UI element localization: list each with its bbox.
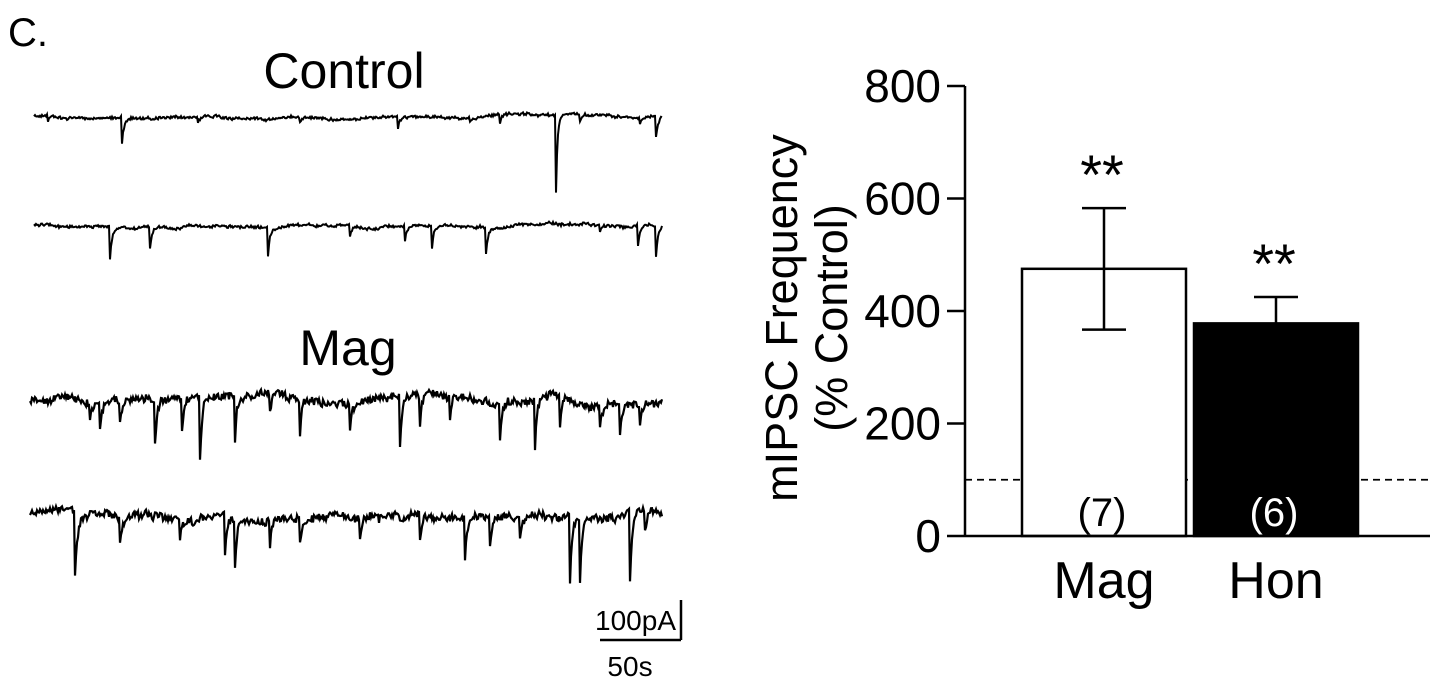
y-axis-title-line1: mIPSC Frequency bbox=[756, 134, 807, 502]
category-label-mag: Mag bbox=[1053, 552, 1154, 610]
scale-bar-amplitude-label: 100pA bbox=[595, 605, 676, 636]
significance-hon: ** bbox=[1252, 232, 1296, 295]
y-tick-label-400: 400 bbox=[864, 285, 941, 337]
n-label-mag: (7) bbox=[1078, 491, 1127, 535]
scale-bar: 100pA 50s bbox=[595, 600, 683, 682]
panel-label: C. bbox=[8, 11, 48, 55]
y-axis-title: mIPSC Frequency (% Control) bbox=[756, 134, 857, 502]
scale-bar-time-label: 50s bbox=[607, 651, 652, 682]
y-axis-ticks: 0 200 400 600 800 bbox=[864, 60, 965, 562]
y-tick-label-600: 600 bbox=[864, 173, 941, 225]
bars: ** (7) Mag ** (6) Hon bbox=[1020, 143, 1360, 610]
y-tick-label-800: 800 bbox=[864, 60, 941, 112]
y-axis-title-line2: (% Control) bbox=[806, 204, 857, 432]
category-label-hon: Hon bbox=[1228, 552, 1323, 610]
bar-hon bbox=[1192, 322, 1360, 538]
significance-mag: ** bbox=[1080, 143, 1124, 206]
control-trace-1 bbox=[33, 110, 663, 193]
control-label: Control bbox=[263, 43, 424, 99]
mag-label: Mag bbox=[299, 320, 396, 376]
n-label-hon: (6) bbox=[1250, 491, 1299, 535]
mag-trace-1 bbox=[29, 386, 664, 460]
control-trace-2 bbox=[33, 219, 663, 260]
y-tick-label-200: 200 bbox=[864, 398, 941, 450]
bar-chart: 0 200 400 600 800 ** (7) Mag ** (6) Hon mIPSC Fre… bbox=[756, 60, 1430, 610]
mag-trace-2 bbox=[29, 502, 664, 584]
y-tick-label-0: 0 bbox=[915, 510, 941, 562]
